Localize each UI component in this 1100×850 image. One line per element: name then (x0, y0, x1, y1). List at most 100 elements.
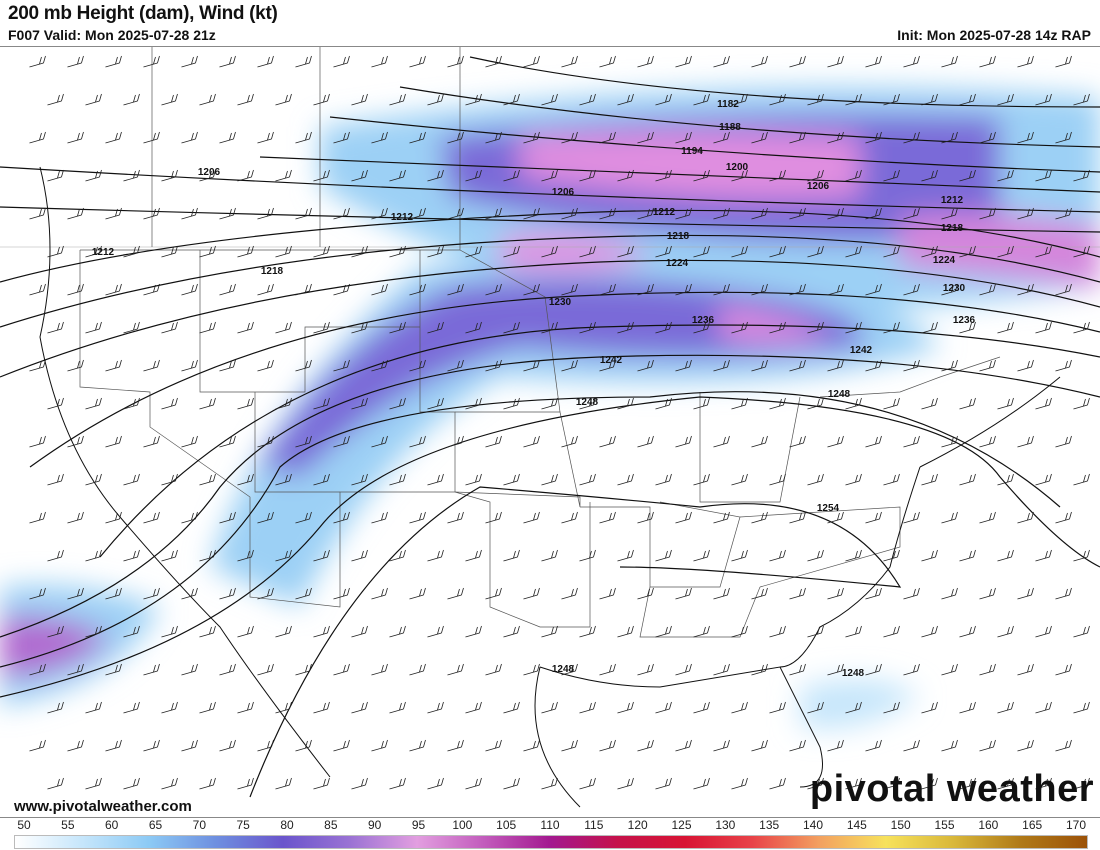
contour-label: 1206 (198, 167, 221, 178)
wind-barb (751, 359, 768, 372)
wind-barb (827, 207, 844, 220)
wind-barb (465, 169, 482, 182)
wind-barb (807, 321, 824, 334)
colorbar-tick-label: 95 (411, 818, 426, 832)
wind-barb (485, 207, 502, 220)
colorbar-tick-label: 150 (890, 818, 911, 832)
wind-barb (275, 777, 292, 790)
wind-barb (237, 777, 254, 790)
wind-barb (979, 739, 996, 752)
wind-barb (617, 777, 634, 790)
wind-barb (371, 207, 388, 220)
wind-barb (47, 549, 64, 562)
wind-barb (579, 625, 596, 638)
wind-barb (693, 473, 710, 486)
wind-barb (541, 549, 558, 562)
wind-barb (409, 435, 426, 448)
wind-barb (827, 359, 844, 372)
wind-barb (807, 701, 824, 714)
website-url[interactable]: www.pivotalweather.com (14, 798, 192, 815)
wind-barb (295, 359, 312, 372)
wind-barb (143, 359, 160, 372)
wind-barb (85, 701, 102, 714)
wind-barb (105, 283, 122, 296)
wind-barb (351, 321, 368, 334)
wind-barb (257, 739, 274, 752)
wind-barb (143, 283, 160, 296)
wind-barb (865, 131, 882, 144)
wind-barb (219, 131, 236, 144)
wind-barb (275, 549, 292, 562)
wind-barb (751, 55, 768, 68)
wind-barb (29, 359, 46, 372)
wind-barb (123, 397, 140, 410)
wind-barb (713, 55, 730, 68)
wind-barb (1073, 625, 1090, 638)
wind-barb (237, 473, 254, 486)
wind-barb (979, 283, 996, 296)
wind-barb (751, 435, 768, 448)
wind-barb (371, 663, 388, 676)
wind-barb (769, 473, 786, 486)
wind-barb (237, 549, 254, 562)
wind-barb (561, 739, 578, 752)
wind-barb (371, 131, 388, 144)
wind-barb (161, 245, 178, 258)
wind-barb (921, 777, 938, 790)
wind-barb (713, 739, 730, 752)
wind-barb (731, 93, 748, 106)
wind-barb (389, 93, 406, 106)
wind-barb (257, 359, 274, 372)
wind-barb (295, 663, 312, 676)
contour-label: 1242 (850, 345, 873, 356)
weather-map: 1182 1188 1194 1200 1206 1206 1206 1212 1212 1212… (0, 46, 1100, 818)
wind-barb (865, 587, 882, 600)
wind-barb (503, 93, 520, 106)
wind-barb (275, 245, 292, 258)
wind-barb (1055, 511, 1072, 524)
wind-barb (351, 549, 368, 562)
colorbar-tick-label: 145 (846, 818, 867, 832)
wind-barb (561, 359, 578, 372)
wind-barb (427, 321, 444, 334)
wind-barb (105, 739, 122, 752)
wind-barb (865, 283, 882, 296)
wind-barb (161, 625, 178, 638)
wind-barb (1055, 435, 1072, 448)
wind-barb (427, 473, 444, 486)
wind-barb (199, 777, 216, 790)
contour-label: 1236 (953, 315, 976, 326)
wind-barb (1017, 283, 1034, 296)
wind-barb (351, 93, 368, 106)
wind-barb (371, 511, 388, 524)
wind-barb (181, 207, 198, 220)
wind-barb (751, 207, 768, 220)
colorbar-tick-label: 160 (978, 818, 999, 832)
wind-barb (959, 321, 976, 334)
wind-barb (389, 169, 406, 182)
wind-barb (903, 207, 920, 220)
wind-barb (371, 359, 388, 372)
wind-barb (1073, 169, 1090, 182)
wind-barb (713, 207, 730, 220)
wind-barb (123, 625, 140, 638)
wind-barb (237, 169, 254, 182)
wind-barb (427, 777, 444, 790)
wind-barb (465, 549, 482, 562)
wind-barb (617, 701, 634, 714)
wind-barb (1073, 777, 1090, 790)
colorbar-tick-label: 120 (627, 818, 648, 832)
wind-barb (219, 207, 236, 220)
wind-barb (541, 397, 558, 410)
contour-label: 1248 (576, 397, 599, 408)
colorbar-tick-label: 100 (452, 818, 473, 832)
wind-barb (523, 55, 540, 68)
wind-barb (503, 473, 520, 486)
wind-barb (1017, 435, 1034, 448)
wind-barb (655, 93, 672, 106)
wind-barb (465, 473, 482, 486)
colorbar-tick-label: 130 (715, 818, 736, 832)
wind-barb (485, 435, 502, 448)
wind-barb (675, 55, 692, 68)
wind-barb (199, 169, 216, 182)
